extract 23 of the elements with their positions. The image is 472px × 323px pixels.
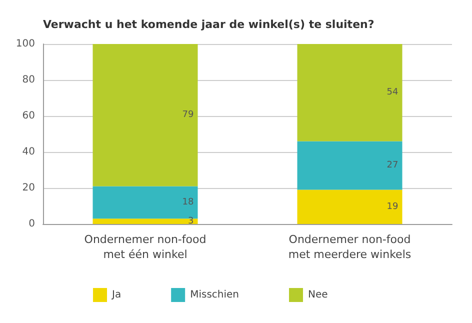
legend-label: Nee [308, 290, 328, 300]
x-tick-label: Ondernemer non-food met meerdere winkels [288, 233, 412, 261]
y-tick-label: 60 [22, 110, 35, 122]
x-tick-label: Ondernemer non-food met één winkel [84, 233, 206, 261]
bar [297, 44, 402, 142]
legend-label: Ja [111, 290, 122, 300]
chart-title: Verwacht u het komende jaar de winkel(s) te sluiten? [43, 18, 374, 31]
data-label: 3 [188, 216, 194, 226]
bar [92, 44, 198, 186]
legend-label: Misschien [190, 290, 240, 300]
data-label: 19 [386, 202, 399, 212]
data-label: 18 [182, 197, 194, 208]
bar [297, 141, 402, 190]
data-label: 79 [182, 110, 194, 120]
y-tick-label: 40 [22, 146, 35, 158]
bar [92, 218, 198, 224]
y-tick-label: 80 [22, 74, 35, 86]
bar [297, 190, 402, 224]
y-tick-label: 100 [16, 38, 35, 50]
data-label: 27 [386, 160, 398, 170]
data-label: 54 [386, 88, 399, 98]
y-tick-label: 0 [28, 218, 35, 230]
y-tick-label: 20 [22, 182, 35, 194]
